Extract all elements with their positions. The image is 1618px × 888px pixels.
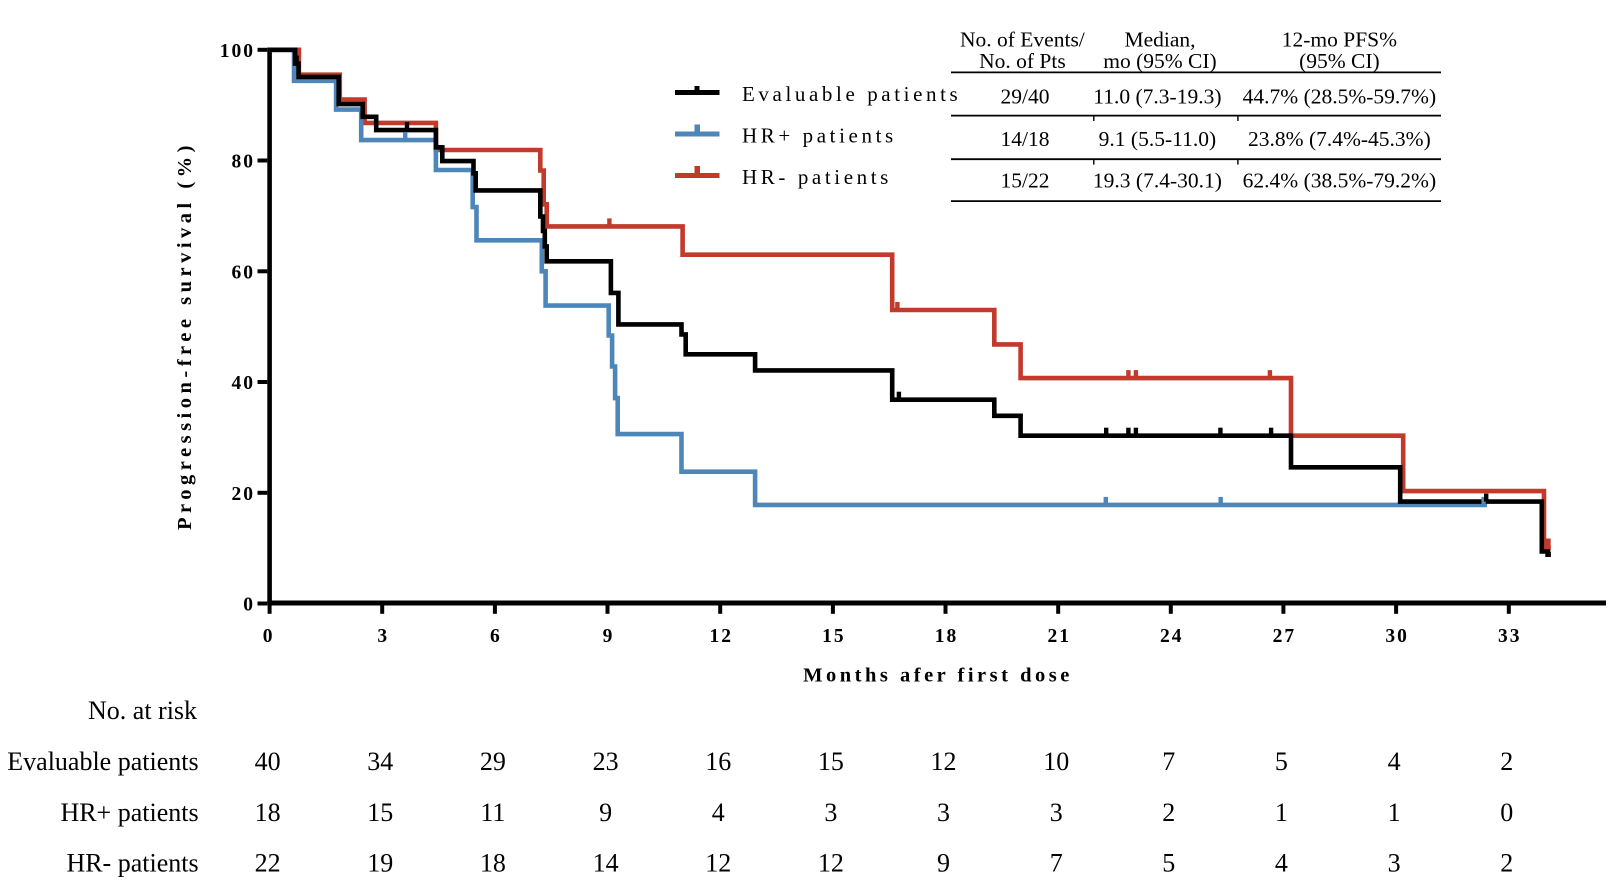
svg-text:4: 4	[712, 798, 725, 827]
svg-text:Progression-free survival (%): Progression-free survival (%)	[174, 141, 196, 530]
svg-text:12: 12	[709, 626, 733, 647]
svg-text:20: 20	[232, 484, 256, 505]
svg-text:HR+ patients: HR+ patients	[742, 124, 897, 148]
svg-text:62.4% (38.5%-79.2%): 62.4% (38.5%-79.2%)	[1243, 169, 1436, 193]
svg-text:24: 24	[1160, 626, 1184, 647]
svg-text:0: 0	[243, 595, 255, 616]
svg-text:15: 15	[818, 747, 844, 776]
svg-text:2: 2	[1500, 849, 1513, 878]
svg-text:HR- patients: HR- patients	[66, 849, 198, 878]
svg-text:12: 12	[931, 747, 957, 776]
svg-text:Median,: Median,	[1124, 28, 1195, 52]
svg-text:30: 30	[1385, 626, 1409, 647]
svg-text:12: 12	[818, 849, 844, 878]
svg-text:4: 4	[1388, 747, 1401, 776]
svg-text:40: 40	[232, 373, 256, 394]
svg-text:Months afer first dose: Months afer first dose	[803, 665, 1073, 687]
svg-text:No. of Pts: No. of Pts	[979, 49, 1066, 73]
svg-text:1: 1	[1275, 798, 1288, 827]
svg-text:6: 6	[490, 626, 502, 647]
svg-text:HR+ patients: HR+ patients	[60, 798, 198, 827]
svg-text:15: 15	[822, 626, 846, 647]
svg-text:3: 3	[824, 798, 837, 827]
svg-text:19: 19	[367, 849, 393, 878]
svg-text:14: 14	[593, 849, 619, 878]
svg-text:60: 60	[232, 262, 256, 283]
svg-text:29/40: 29/40	[1001, 84, 1050, 108]
svg-text:15: 15	[367, 798, 393, 827]
svg-text:2: 2	[1500, 747, 1513, 776]
svg-text:27: 27	[1273, 626, 1297, 647]
svg-text:4: 4	[1275, 849, 1288, 878]
svg-text:Evaluable patients: Evaluable patients	[742, 82, 961, 106]
svg-text:9.1 (5.5-11.0): 9.1 (5.5-11.0)	[1099, 127, 1216, 151]
svg-text:9: 9	[603, 626, 615, 647]
svg-text:18: 18	[935, 626, 959, 647]
svg-text:3: 3	[1388, 849, 1401, 878]
svg-text:29: 29	[480, 747, 506, 776]
svg-text:No. of Events/: No. of Events/	[960, 28, 1085, 52]
svg-text:11: 11	[480, 798, 505, 827]
svg-text:5: 5	[1275, 747, 1288, 776]
svg-text:mo (95% CI): mo (95% CI)	[1103, 49, 1216, 73]
svg-text:11.0 (7.3-19.3): 11.0 (7.3-19.3)	[1093, 84, 1221, 108]
svg-text:12: 12	[705, 849, 731, 878]
svg-text:3: 3	[1050, 798, 1063, 827]
svg-text:3: 3	[377, 626, 389, 647]
svg-text:23: 23	[593, 747, 619, 776]
svg-text:34: 34	[367, 747, 393, 776]
svg-text:44.7% (28.5%-59.7%): 44.7% (28.5%-59.7%)	[1243, 84, 1436, 108]
svg-text:80: 80	[232, 152, 256, 173]
svg-text:No. at risk: No. at risk	[88, 696, 197, 725]
svg-text:9: 9	[937, 849, 950, 878]
svg-text:19.3 (7.4-30.1): 19.3 (7.4-30.1)	[1093, 169, 1222, 193]
svg-text:18: 18	[255, 798, 281, 827]
svg-text:1: 1	[1388, 798, 1401, 827]
svg-text:9: 9	[599, 798, 612, 827]
svg-text:7: 7	[1162, 747, 1175, 776]
svg-text:33: 33	[1498, 626, 1522, 647]
svg-text:Evaluable patients: Evaluable patients	[7, 747, 198, 776]
svg-text:15/22: 15/22	[1001, 169, 1050, 193]
svg-text:18: 18	[480, 849, 506, 878]
svg-text:12-mo PFS%: 12-mo PFS%	[1282, 28, 1397, 52]
svg-text:(95% CI): (95% CI)	[1299, 49, 1380, 73]
svg-text:14/18: 14/18	[1001, 127, 1050, 151]
svg-text:40: 40	[255, 747, 281, 776]
svg-text:5: 5	[1162, 849, 1175, 878]
svg-text:23.8% (7.4%-45.3%): 23.8% (7.4%-45.3%)	[1248, 127, 1431, 151]
svg-text:10: 10	[1043, 747, 1069, 776]
svg-text:21: 21	[1047, 626, 1071, 647]
svg-text:2: 2	[1162, 798, 1175, 827]
svg-text:0: 0	[263, 626, 275, 647]
svg-text:0: 0	[1500, 798, 1513, 827]
svg-text:3: 3	[937, 798, 950, 827]
svg-text:16: 16	[705, 747, 731, 776]
svg-text:100: 100	[220, 41, 255, 62]
svg-text:22: 22	[255, 849, 281, 878]
svg-text:HR- patients: HR- patients	[742, 165, 892, 189]
svg-text:7: 7	[1050, 849, 1063, 878]
